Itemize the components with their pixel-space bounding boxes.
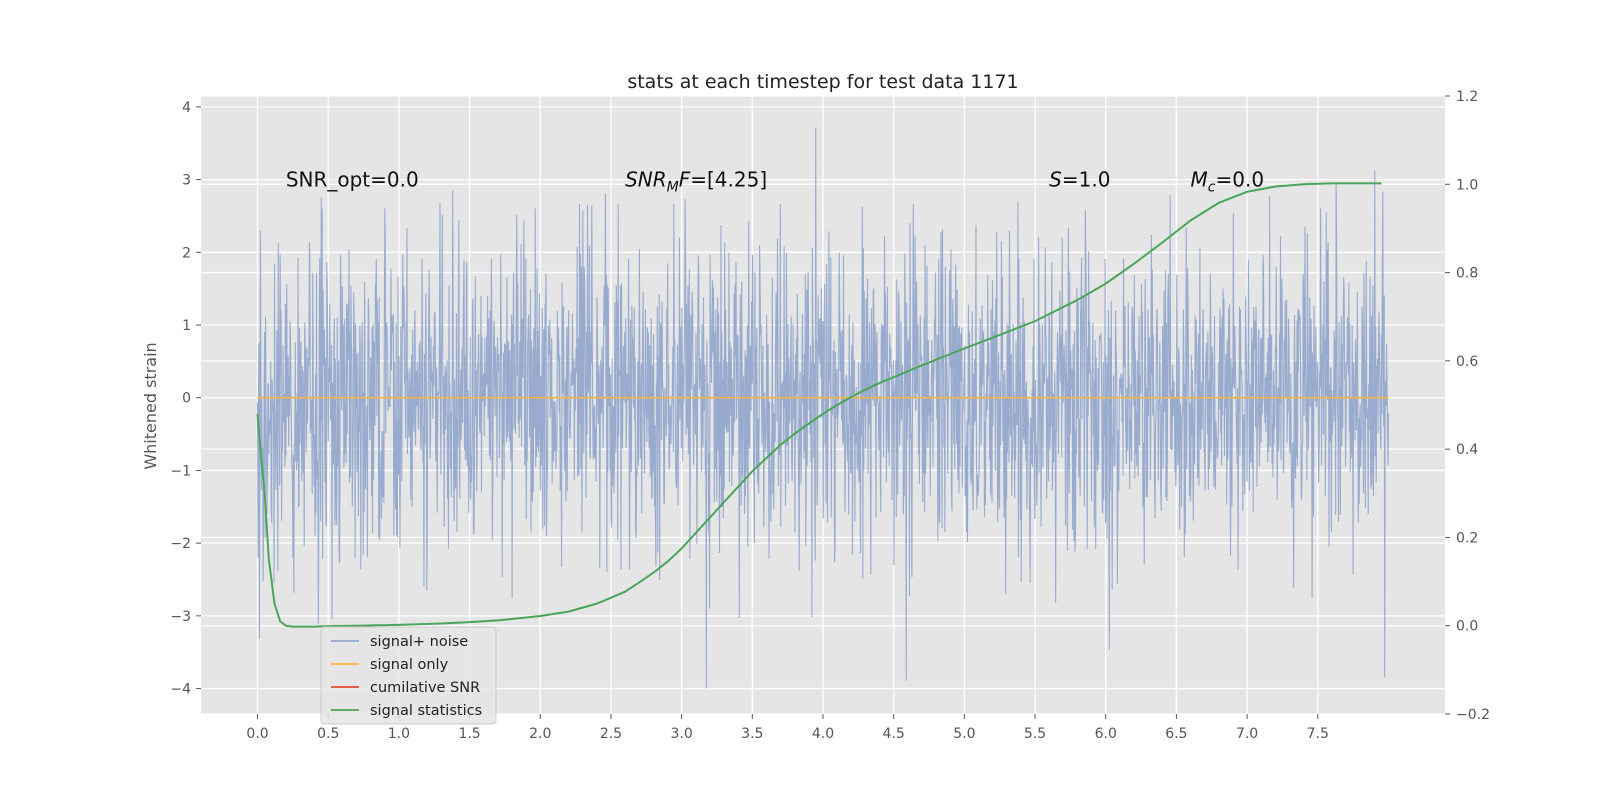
y-tick-label: 1 — [182, 318, 191, 334]
x-tick-label: 5.5 — [1024, 726, 1046, 742]
x-tick-label: 1.0 — [388, 726, 410, 742]
y2-tick-label: 0.6 — [1456, 354, 1478, 370]
annotations: SNR_opt=0.0 SNRMF=[4.25] S=1.0 Mc=0.0 — [286, 168, 1264, 196]
y-tick-label: 0 — [182, 391, 191, 407]
x-tick-label: 7.0 — [1236, 726, 1258, 742]
x-tick-label: 0.0 — [246, 726, 268, 742]
y-axis-label: Whitened strain — [141, 342, 160, 469]
x-tick-label: 2.0 — [529, 726, 551, 742]
legend-box — [320, 626, 497, 725]
x-tick-label: 5.0 — [953, 726, 975, 742]
y-tick-label: 4 — [182, 100, 191, 116]
y2-tick-label: 0.8 — [1456, 266, 1478, 282]
legend-label: signal only — [370, 657, 449, 673]
annotation: SNR_opt=0.0 — [286, 168, 419, 192]
signal-statistics-line — [256, 182, 1382, 628]
x-tick-label: 6.5 — [1165, 726, 1187, 742]
annotation: Mc=0.0 — [1191, 168, 1265, 196]
line-series — [256, 182, 1389, 628]
y-tick-label: −3 — [170, 609, 191, 625]
legend-label: cumilative SNR — [370, 680, 480, 696]
x-tick-label: 3.0 — [671, 726, 693, 742]
y-tick-label: −4 — [170, 682, 191, 698]
x-tick-label: 4.5 — [883, 726, 905, 742]
x-tick-label: 6.0 — [1095, 726, 1117, 742]
y2-tick-label: 0.2 — [1456, 530, 1478, 546]
x-tick-label: 4.0 — [812, 726, 834, 742]
legend-label: signal statistics — [370, 703, 482, 719]
y-tick-label: −1 — [170, 463, 191, 479]
legend-label: signal+ noise — [370, 634, 468, 650]
annotation: S=1.0 — [1049, 168, 1110, 192]
signal-noise-series — [257, 127, 1389, 689]
y-tick-label: 2 — [182, 245, 191, 261]
y-tick-label: −2 — [170, 536, 191, 552]
y2-tick-label: 0.0 — [1456, 619, 1478, 635]
x-tick-label: 7.5 — [1307, 726, 1329, 742]
x-tick-label: 1.5 — [458, 726, 480, 742]
y2-tick-label: 1.0 — [1456, 177, 1478, 193]
x-tick-label: 2.5 — [600, 726, 622, 742]
x-tick-label: 3.5 — [741, 726, 763, 742]
chart-title: stats at each timestep for test data 117… — [627, 71, 1018, 93]
y2-tick-label: −0.2 — [1456, 707, 1490, 723]
y2-tick-label: 0.4 — [1456, 442, 1478, 458]
legend: signal+ noise signal only cumilative SNR si… — [320, 626, 497, 725]
annotation: SNRMF=[4.25] — [625, 168, 767, 196]
y-tick-label: 3 — [182, 173, 191, 189]
axes: 0.0 0.5 1.0 1.5 2.0 2.5 3.0 3.5 4.0 4.5 5.0 5.5 6.0 6… — [170, 89, 1490, 742]
y2-tick-label: 1.2 — [1456, 89, 1478, 105]
x-tick-label: 0.5 — [317, 726, 339, 742]
signal-noise-line — [257, 127, 1389, 689]
